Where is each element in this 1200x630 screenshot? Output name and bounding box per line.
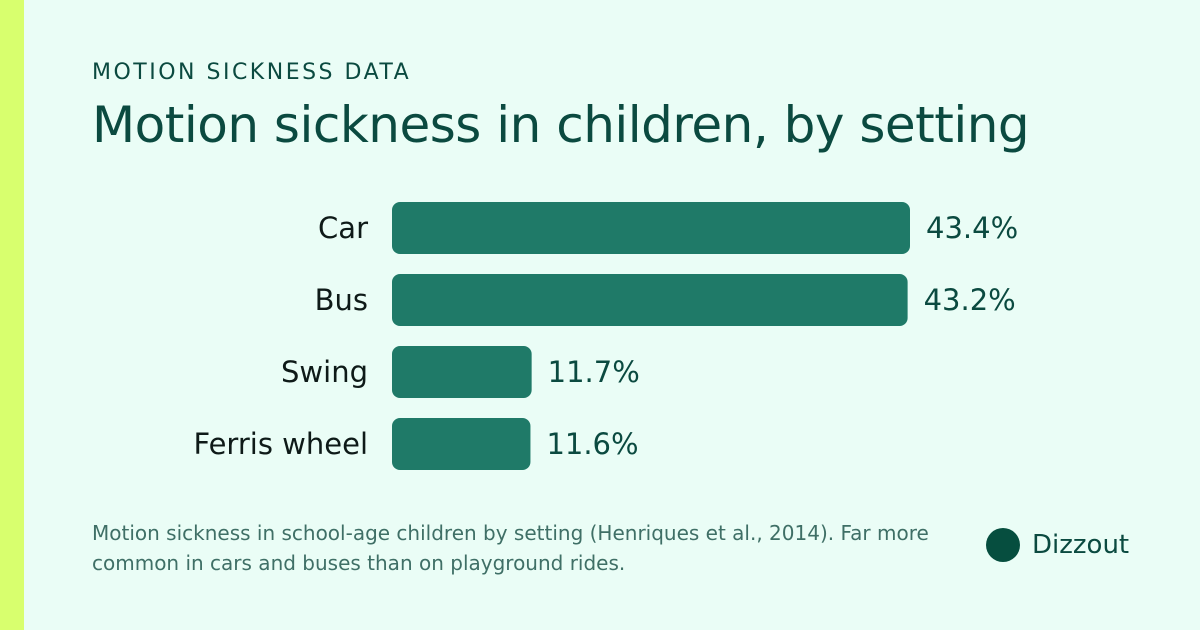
brand-logo-icon xyxy=(986,528,1020,562)
category-label: Bus xyxy=(315,283,368,317)
eyebrow-label: MOTION SICKNESS DATA xyxy=(92,60,412,85)
chart-caption: Motion sickness in school-age children b… xyxy=(92,521,929,575)
bar xyxy=(392,202,910,254)
category-label: Car xyxy=(318,211,368,245)
category-label: Swing xyxy=(281,355,368,389)
value-label: 43.2% xyxy=(924,283,1016,317)
value-label: 11.6% xyxy=(546,427,638,461)
category-label: Ferris wheel xyxy=(194,427,369,461)
accent-strip xyxy=(0,0,24,630)
value-label: 11.7% xyxy=(548,355,640,389)
brand-name: Dizzout xyxy=(1032,530,1130,560)
brand: Dizzout xyxy=(986,528,1129,562)
bar xyxy=(392,418,531,470)
chart-title: Motion sickness in children, by setting xyxy=(92,96,1030,154)
bar xyxy=(392,274,908,326)
value-label: 43.4% xyxy=(926,211,1018,245)
bar xyxy=(392,346,532,398)
